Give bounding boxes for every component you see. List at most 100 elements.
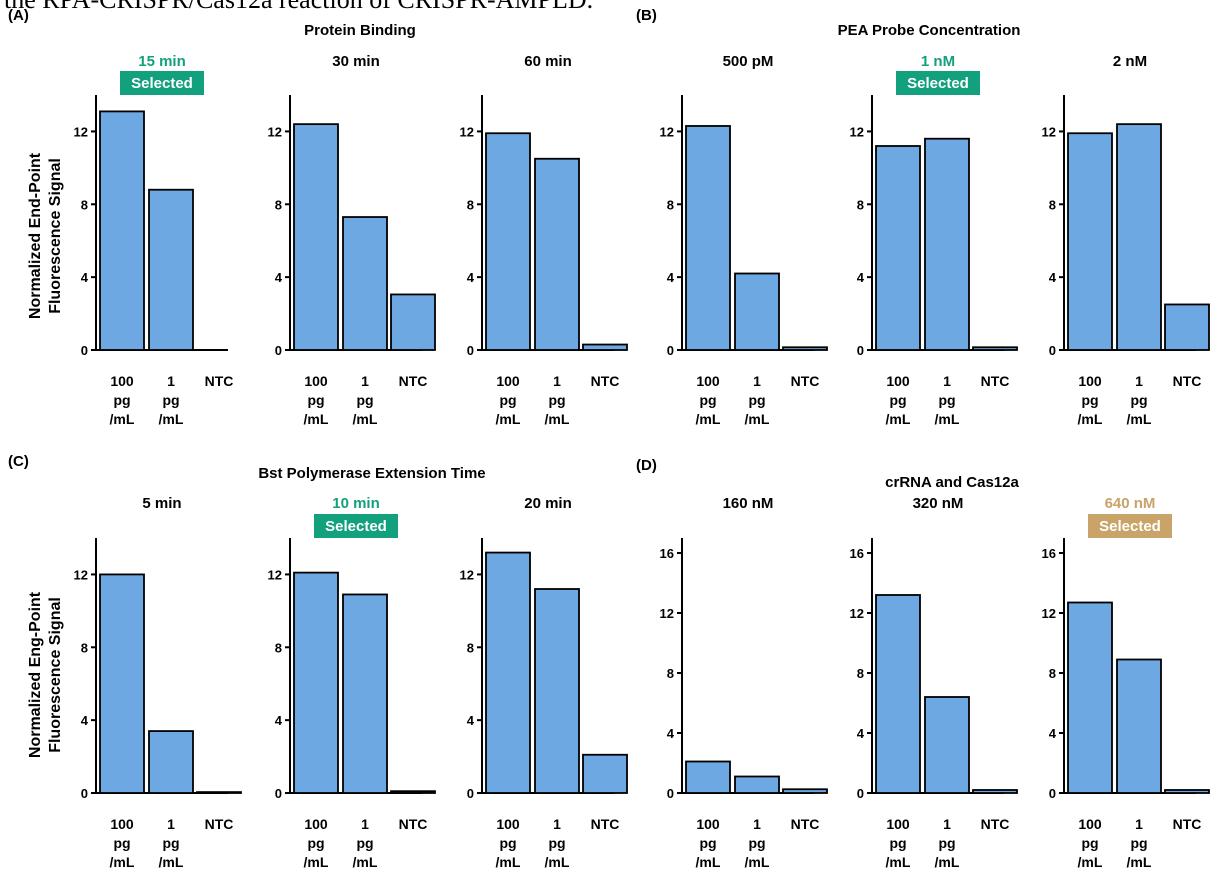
x-tick-label-c-5-min-1-pg-ml-line2: pg bbox=[162, 835, 179, 851]
x-tick-label-a-30-min-1-pg-ml-line1: 1 bbox=[361, 373, 369, 389]
bar-d-160-nm-100-pg-ml bbox=[685, 760, 731, 794]
x-tick-label-c-5-min-100-pg-ml-line3: /mL bbox=[110, 854, 135, 870]
x-tick-label-c-5-min-1-pg-ml-line3: /mL bbox=[159, 854, 184, 870]
y-tick-label-d-640-nm-12: 12 bbox=[1042, 606, 1056, 621]
bar-b-1-nm-100-pg-ml bbox=[875, 145, 921, 351]
x-tick-label-c-20-min-1-pg-ml-line1: 1 bbox=[553, 816, 561, 832]
x-tick-label-a-15-min-1-pg-ml-line3: /mL bbox=[159, 411, 184, 427]
y-axis-label-bottom-line1: Normalized Eng-Point bbox=[27, 591, 44, 758]
chart-title-c-5-min: 5 min bbox=[142, 495, 181, 512]
x-tick-label-c-20-min-100-pg-ml-line2: pg bbox=[499, 835, 516, 851]
y-tick-label-a-60-min-4: 4 bbox=[467, 270, 475, 285]
y-tick-label-b-2-nm-4: 4 bbox=[1049, 270, 1057, 285]
y-tick-label-b-2-nm-0: 0 bbox=[1049, 343, 1056, 358]
y-tick-label-a-60-min-0: 0 bbox=[467, 343, 474, 358]
y-tick-label-d-160-nm-0: 0 bbox=[667, 786, 674, 801]
selected-badge-label-a-15-min: Selected bbox=[131, 75, 193, 92]
x-tick-label-a-15-min-100-pg-ml-line2: pg bbox=[113, 392, 130, 408]
bar-c-20-min-1-pg-ml bbox=[534, 588, 580, 794]
group-title-crrna-cas12a: crRNA and Cas12a bbox=[885, 474, 1019, 491]
y-tick-label-d-640-nm-8: 8 bbox=[1049, 666, 1056, 681]
selected-badge-label-c-10-min: Selected bbox=[325, 518, 387, 535]
x-tick-label-d-160-nm-100-pg-ml-line3: /mL bbox=[696, 854, 721, 870]
bar-c-10-min-1-pg-ml bbox=[342, 593, 388, 794]
x-tick-label-d-320-nm-100-pg-ml-line2: pg bbox=[889, 835, 906, 851]
y-tick-label-b-500-pm-8: 8 bbox=[667, 197, 674, 212]
y-tick-label-a-30-min-0: 0 bbox=[275, 343, 282, 358]
x-tick-label-d-640-nm-ntc-line1: NTC bbox=[1173, 816, 1202, 832]
x-tick-label-d-320-nm-1-pg-ml-line3: /mL bbox=[935, 854, 960, 870]
y-tick-label-d-160-nm-8: 8 bbox=[667, 666, 674, 681]
x-tick-label-c-10-min-100-pg-ml-line1: 100 bbox=[304, 816, 328, 832]
x-tick-label-c-20-min-100-pg-ml-line3: /mL bbox=[496, 854, 521, 870]
x-tick-label-d-160-nm-ntc-line1: NTC bbox=[791, 816, 820, 832]
y-tick-label-b-2-nm-12: 12 bbox=[1042, 124, 1056, 139]
panel-label-d: (D) bbox=[636, 457, 657, 474]
x-tick-label-b-1-nm-100-pg-ml-line2: pg bbox=[889, 392, 906, 408]
x-tick-label-d-640-nm-1-pg-ml-line1: 1 bbox=[1135, 816, 1143, 832]
y-tick-label-b-500-pm-4: 4 bbox=[667, 270, 675, 285]
bar-d-640-nm-ntc bbox=[1164, 789, 1210, 794]
y-tick-label-a-15-min-0: 0 bbox=[81, 343, 88, 358]
x-tick-label-a-60-min-1-pg-ml-line1: 1 bbox=[553, 373, 561, 389]
x-tick-label-d-640-nm-100-pg-ml-line3: /mL bbox=[1078, 854, 1103, 870]
y-tick-label-d-320-nm-8: 8 bbox=[857, 666, 864, 681]
y-tick-label-d-320-nm-12: 12 bbox=[850, 606, 864, 621]
x-tick-label-b-1-nm-1-pg-ml-line3: /mL bbox=[935, 411, 960, 427]
x-tick-label-a-30-min-1-pg-ml-line2: pg bbox=[356, 392, 373, 408]
bar-d-320-nm-100-pg-ml bbox=[875, 594, 921, 794]
bar-b-2-nm-1-pg-ml bbox=[1116, 123, 1162, 351]
bar-a-15-min-100-pg-ml bbox=[99, 110, 145, 351]
x-tick-label-d-640-nm-100-pg-ml-line1: 100 bbox=[1078, 816, 1102, 832]
x-tick-label-b-1-nm-1-pg-ml-line2: pg bbox=[938, 392, 955, 408]
x-tick-label-d-160-nm-1-pg-ml-line2: pg bbox=[748, 835, 765, 851]
x-tick-label-b-2-nm-1-pg-ml-line3: /mL bbox=[1127, 411, 1152, 427]
bar-b-1-nm-1-pg-ml bbox=[924, 137, 970, 351]
x-tick-label-c-10-min-100-pg-ml-line3: /mL bbox=[304, 854, 329, 870]
y-tick-label-a-15-min-4: 4 bbox=[81, 270, 89, 285]
bar-d-160-nm-1-pg-ml bbox=[734, 775, 780, 794]
chart-title-d-320-nm: 320 nM bbox=[913, 495, 964, 512]
x-tick-label-c-5-min-100-pg-ml-line1: 100 bbox=[110, 816, 134, 832]
bar-a-30-min-1-pg-ml bbox=[342, 216, 388, 351]
y-tick-label-d-320-nm-0: 0 bbox=[857, 786, 864, 801]
y-tick-label-c-10-min-12: 12 bbox=[268, 567, 282, 582]
x-tick-label-c-20-min-1-pg-ml-line2: pg bbox=[548, 835, 565, 851]
x-tick-label-a-60-min-ntc-line1: NTC bbox=[591, 373, 620, 389]
bar-d-640-nm-1-pg-ml bbox=[1116, 658, 1162, 794]
x-tick-label-a-60-min-100-pg-ml-line1: 100 bbox=[496, 373, 520, 389]
selected-badge-b-1-nm bbox=[896, 71, 980, 95]
x-tick-label-c-10-min-100-pg-ml-line2: pg bbox=[307, 835, 324, 851]
y-tick-label-d-160-nm-12: 12 bbox=[660, 606, 674, 621]
selected-badge-label-d-640-nm: Selected bbox=[1099, 518, 1161, 535]
y-tick-label-c-5-min-12: 12 bbox=[74, 567, 88, 582]
x-tick-label-b-1-nm-ntc-line1: NTC bbox=[981, 373, 1010, 389]
chart-title-b-2-nm: 2 nM bbox=[1113, 53, 1147, 70]
chart-title-b-500-pm: 500 pM bbox=[723, 53, 774, 70]
x-tick-label-b-500-pm-ntc-line1: NTC bbox=[791, 373, 820, 389]
x-tick-label-d-320-nm-100-pg-ml-line1: 100 bbox=[886, 816, 910, 832]
y-tick-label-a-60-min-8: 8 bbox=[467, 197, 474, 212]
chart-title-c-10-min: 10 min bbox=[332, 495, 380, 512]
y-tick-label-c-5-min-0: 0 bbox=[81, 786, 88, 801]
chart-title-b-1-nm: 1 nM bbox=[921, 53, 955, 70]
bar-b-500-pm-100-pg-ml bbox=[685, 125, 731, 351]
bar-b-500-pm-ntc bbox=[782, 346, 828, 351]
x-tick-label-a-30-min-1-pg-ml-line3: /mL bbox=[353, 411, 378, 427]
y-axis-label-top-line1: Normalized End-Point bbox=[27, 152, 44, 319]
x-tick-label-a-60-min-100-pg-ml-line3: /mL bbox=[496, 411, 521, 427]
y-tick-label-d-640-nm-0: 0 bbox=[1049, 786, 1056, 801]
y-tick-label-d-640-nm-4: 4 bbox=[1049, 726, 1057, 741]
x-tick-label-d-160-nm-1-pg-ml-line3: /mL bbox=[745, 854, 770, 870]
group-title-protein-binding: Protein Binding bbox=[304, 22, 416, 39]
x-tick-label-b-500-pm-100-pg-ml-line2: pg bbox=[699, 392, 716, 408]
chart-title-a-60-min: 60 min bbox=[524, 53, 572, 70]
y-tick-label-c-5-min-4: 4 bbox=[81, 713, 89, 728]
x-tick-label-c-10-min-1-pg-ml-line1: 1 bbox=[361, 816, 369, 832]
chart-title-a-15-min: 15 min bbox=[138, 53, 186, 70]
bar-b-2-nm-100-pg-ml bbox=[1067, 132, 1113, 351]
x-tick-label-d-640-nm-1-pg-ml-line2: pg bbox=[1130, 835, 1147, 851]
selected-badge-d-640-nm bbox=[1088, 514, 1172, 538]
x-tick-label-d-320-nm-100-pg-ml-line3: /mL bbox=[886, 854, 911, 870]
